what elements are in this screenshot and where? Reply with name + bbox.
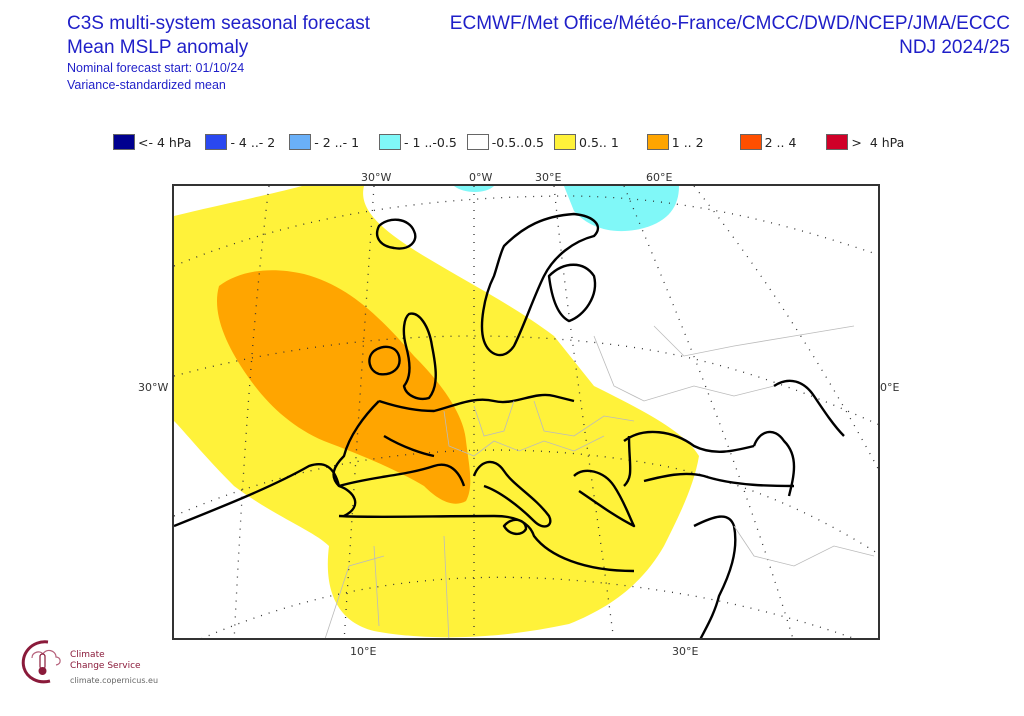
title-block: C3S multi-system seasonal forecast Mean … [67, 12, 370, 94]
legend-label: > 4 hPa [851, 134, 905, 150]
legend-swatch [826, 134, 849, 150]
legend-swatch [739, 134, 762, 150]
legend-swatch [113, 134, 135, 150]
centres-block: ECMWF/Met Office/Météo-France/CMCC/DWD/N… [450, 12, 1010, 60]
chart-subtitle: Mean MSLP anomaly [67, 37, 249, 58]
legend-item: 1 .. 2 [646, 134, 704, 150]
legend-label: - 2 ..- 1 [314, 134, 360, 150]
lon-label-top: 60°E [646, 171, 673, 184]
legend-label: -0.5..0.5 [491, 134, 545, 150]
lon-label-bottom: 30°E [672, 645, 699, 658]
anomaly-map [174, 186, 878, 638]
lon-label-top: 30°W [361, 171, 392, 184]
anomaly-region-minus1-minus0.5 [454, 186, 494, 192]
forecast-period: NDJ 2024/25 [899, 37, 1010, 58]
borders [324, 325, 875, 638]
map-panel [172, 184, 880, 640]
legend-item: <- 4 hPa [113, 134, 191, 150]
anomaly-region-1-2 [216, 270, 471, 504]
lat-label-left: 30°W [138, 381, 169, 394]
logo-url: climate.copernicus.eu [70, 676, 159, 685]
legend-item: -0.5..0.5 [466, 134, 545, 150]
legend-swatch [646, 134, 669, 150]
legend-swatch [205, 134, 228, 150]
lon-label-bottom: 10°E [350, 645, 377, 658]
legend-label: 1 .. 2 [671, 134, 704, 150]
coastlines [174, 212, 845, 638]
chart-title: C3S multi-system seasonal forecast [67, 13, 371, 34]
legend-swatch [554, 134, 577, 150]
legend-label: - 4 ..- 2 [230, 134, 276, 150]
legend-item: - 1 ..-0.5 [379, 134, 457, 150]
legend-swatch [466, 134, 489, 150]
graticule [174, 186, 878, 638]
legend-swatch [379, 134, 402, 150]
legend-label: <- 4 hPa [138, 134, 192, 150]
legend-label: 0.5.. 1 [579, 134, 619, 150]
logo-line1: Climate [70, 650, 105, 660]
color-legend: <- 4 hPa - 4 ..- 2 - 2 ..- 1 - 1 ..-0.5 … [113, 133, 918, 151]
copernicus-logo: Climate Change Service climate.copernicu… [18, 636, 168, 696]
legend-label: - 1 ..-0.5 [404, 134, 457, 150]
legend-swatch [289, 134, 312, 150]
legend-label: 2 .. 4 [764, 134, 797, 150]
lon-label-top: 0°W [469, 171, 493, 184]
centres-list: ECMWF/Met Office/Météo-France/CMCC/DWD/N… [449, 13, 1010, 34]
forecast-start: Nominal forecast start: 01/10/24 [67, 61, 245, 75]
legend-item: > 4 hPa [826, 134, 904, 150]
legend-item: 2 .. 4 [739, 134, 797, 150]
logo-name: Climate Change Service [70, 650, 141, 672]
method-note: Variance-standardized mean [67, 78, 226, 92]
anomaly-region-minus1-minus0.5 [564, 186, 679, 232]
logo-line2: Change Service [70, 661, 141, 671]
lon-label-top: 30°E [535, 171, 562, 184]
legend-item: - 4 ..- 2 [205, 134, 275, 150]
legend-item: - 2 ..- 1 [289, 134, 359, 150]
legend-item: 0.5.. 1 [554, 134, 619, 150]
thermometer-cloud-icon [21, 640, 61, 684]
